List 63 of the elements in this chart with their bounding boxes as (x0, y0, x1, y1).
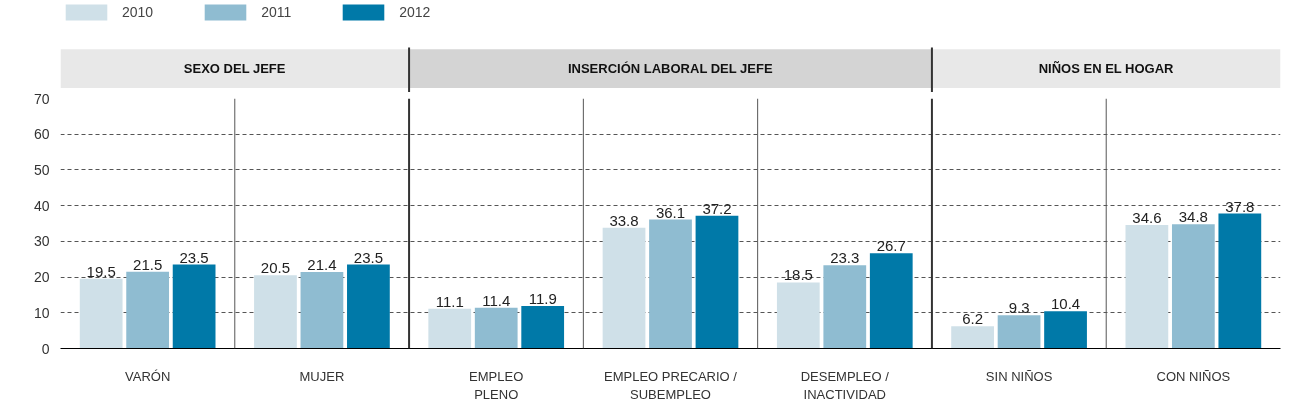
data-label: 33.8 (609, 211, 639, 229)
data-label: 18.5 (783, 266, 813, 284)
bar (1125, 224, 1169, 349)
y-tick-label: 50 (33, 161, 50, 178)
bar (649, 219, 692, 349)
bar (951, 326, 994, 349)
bar (1218, 213, 1262, 349)
data-label: 11.9 (528, 290, 557, 307)
bar (126, 271, 170, 349)
bar (254, 275, 297, 349)
x-tick-label: DESEMPLEO / INACTIVIDAD (800, 368, 890, 402)
bar (823, 265, 867, 349)
bar (347, 264, 390, 349)
data-label: 11.4 (482, 291, 511, 309)
y-tick-label: 40 (33, 197, 50, 214)
bar (474, 307, 518, 349)
x-tick-label: CON NIÑOS (1156, 368, 1231, 384)
bar (428, 308, 472, 349)
bar (1171, 224, 1215, 349)
data-label: 34.8 (1178, 208, 1208, 226)
data-label: 23.3 (830, 249, 860, 267)
data-label: 37.2 (702, 199, 732, 217)
bar (602, 227, 646, 349)
legend-label: 2012 (399, 4, 431, 20)
data-label: 6.2 (962, 310, 984, 328)
x-tick-label: MUJER (299, 368, 345, 384)
data-label: 20.5 (260, 259, 291, 277)
x-tick-label: EMPLEO PRECARIO / SUBEMPLEO (604, 368, 738, 402)
data-label: 21.4 (307, 256, 337, 274)
y-tick-label: 70 (33, 90, 50, 107)
bar (172, 264, 216, 349)
bar (1044, 311, 1087, 349)
data-label: 10.4 (1050, 295, 1081, 313)
data-label: 9.3 (1008, 299, 1030, 317)
y-tick-label: 30 (33, 233, 50, 250)
data-label: 21.5 (133, 255, 163, 273)
x-tick-label: VARÓN (125, 368, 171, 384)
data-label: 36.1 (655, 203, 686, 221)
bar (521, 306, 565, 349)
text: NIÑOS EN EL HOGAR (1038, 61, 1175, 77)
y-tick-label: 60 (33, 126, 50, 143)
data-label: 23.5 (179, 248, 209, 266)
text: INSERCIÓN LABORAL DEL JEFE (567, 61, 773, 77)
y-tick-label: 10 (33, 304, 50, 321)
data-label: 19.5 (86, 262, 116, 280)
x-tick-label: SIN NIÑOS (985, 368, 1053, 384)
data-label: 23.5 (353, 248, 384, 266)
data-label: 26.7 (876, 237, 906, 255)
legend-label: 2011 (261, 4, 292, 20)
y-tick-label: 20 (33, 269, 50, 286)
bar (869, 253, 913, 349)
data-label: 11.1 (435, 292, 464, 310)
bar (79, 278, 123, 349)
bar (300, 272, 344, 349)
data-label: 34.6 (1132, 208, 1162, 226)
text: SEXO DEL JEFE (183, 61, 286, 77)
data-label: 37.8 (1225, 197, 1255, 215)
y-tick-label: 0 (41, 340, 50, 357)
bar (776, 282, 820, 349)
x-tick-label: EMPLEO PLENO (469, 368, 524, 402)
legend-label: 2010 (122, 4, 154, 20)
bar (695, 215, 739, 349)
bar (997, 315, 1041, 349)
